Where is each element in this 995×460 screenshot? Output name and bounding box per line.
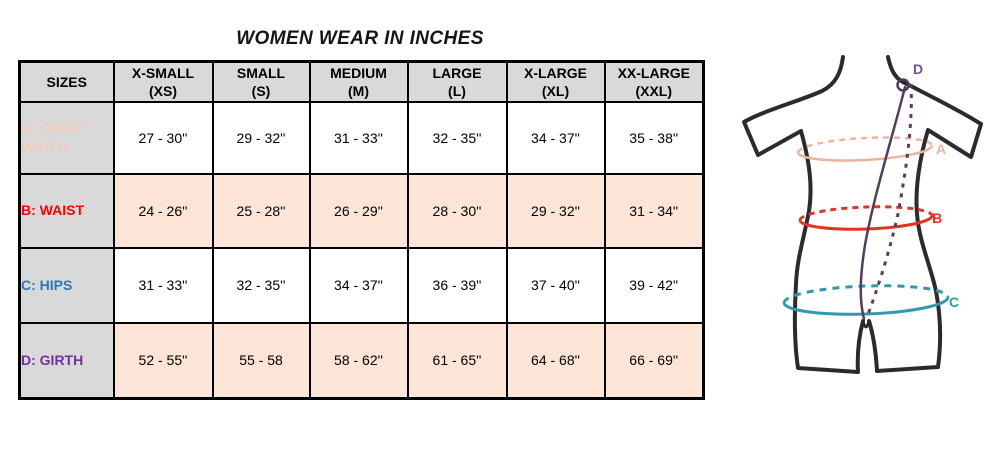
column-abbr: (M) — [348, 82, 369, 99]
cell-girth-xl: 64 - 68'' — [505, 321, 606, 400]
cell-girth-m: 58 - 62'' — [308, 321, 409, 400]
chest-ring — [796, 136, 934, 162]
girth-front-line — [859, 85, 907, 321]
column-header-small: SMALL (S) — [211, 60, 311, 103]
size-chart-table: SIZES X-SMALL (XS) SMALL (S) MEDIUM (M) … — [18, 60, 705, 400]
table-row-hips: C: HIPS 31 - 33'' 32 - 35'' 34 - 37'' 36… — [18, 246, 705, 324]
crotch-notch — [861, 319, 871, 329]
corner-header-sizes: SIZES — [18, 60, 115, 103]
cell-hips-s: 32 - 35'' — [211, 246, 311, 324]
cell-hips-xl: 37 - 40'' — [505, 246, 606, 324]
chest-ring-back — [796, 136, 934, 153]
row-label-hips: C: HIPS — [18, 246, 115, 324]
body-right-side — [867, 55, 983, 373]
cell-chest-l: 32 - 35'' — [406, 100, 508, 175]
header-row: SIZES X-SMALL (XS) SMALL (S) MEDIUM (M) … — [18, 60, 705, 103]
column-header-medium: MEDIUM (M) — [308, 60, 409, 103]
cell-girth-xs: 52 - 55'' — [112, 321, 214, 400]
column-abbr: (XXL) — [635, 82, 673, 99]
cell-chest-xs: 27 - 30'' — [112, 100, 214, 175]
cell-girth-xxl: 66 - 69'' — [603, 321, 705, 400]
cell-chest-xl: 34 - 37'' — [505, 100, 606, 175]
cell-hips-l: 36 - 39'' — [406, 246, 508, 324]
chest-ring-front — [796, 145, 934, 162]
cell-waist-s: 25 - 28'' — [211, 172, 311, 249]
ring-label-c: C — [949, 294, 959, 310]
girth-back-line — [865, 83, 913, 318]
waist-ring-back — [798, 205, 934, 221]
row-label-waist: B: WAIST — [18, 172, 115, 249]
column-abbr: (S) — [251, 82, 271, 99]
cell-waist-xl: 29 - 32'' — [505, 172, 606, 249]
hips-ring-back — [782, 284, 950, 304]
hips-ring-front — [782, 296, 950, 316]
cell-hips-m: 34 - 37'' — [308, 246, 409, 324]
body-left-side — [742, 55, 865, 374]
body-measurement-diagram: A B C D — [742, 55, 983, 374]
column-abbr: (L) — [448, 82, 466, 99]
column-name: X-LARGE — [524, 64, 587, 81]
column-header-x-large: X-LARGE (XL) — [505, 60, 606, 103]
column-name: SMALL — [236, 64, 286, 81]
waist-ring-front — [798, 215, 934, 231]
column-name: LARGE — [432, 64, 482, 81]
cell-waist-xxl: 31 - 34'' — [603, 172, 705, 249]
cell-girth-s: 55 - 58 — [211, 321, 311, 400]
cell-hips-xs: 31 - 33'' — [112, 246, 214, 324]
waist-ring — [798, 205, 934, 231]
column-header-x-small: X-SMALL (XS) — [112, 60, 214, 103]
cell-chest-s: 29 - 32'' — [211, 100, 311, 175]
ring-label-a: A — [936, 141, 946, 157]
table-row-girth: D: GIRTH 52 - 55'' 55 - 58 58 - 62'' 61 … — [18, 321, 705, 400]
girth-line — [859, 78, 913, 321]
ring-label-b: B — [932, 210, 942, 226]
column-header-xx-large: XX-LARGE (XXL) — [603, 60, 705, 103]
cell-chest-m: 31 - 33'' — [308, 100, 409, 175]
cell-waist-m: 26 - 29'' — [308, 172, 409, 249]
column-abbr: (XL) — [541, 82, 570, 99]
table-row-waist: B: WAIST 24 - 26'' 25 - 28'' 26 - 29'' 2… — [18, 172, 705, 249]
cell-waist-xs: 24 - 26'' — [112, 172, 214, 249]
cell-hips-xxl: 39 - 42'' — [603, 246, 705, 324]
table-row-chest-width: A: CHEST WIDTH 27 - 30'' 29 - 32'' 31 - … — [18, 100, 705, 175]
row-label-chest-width: A: CHEST WIDTH — [18, 100, 115, 175]
hips-ring — [782, 284, 950, 316]
row-label-girth: D: GIRTH — [18, 321, 115, 400]
column-name: XX-LARGE — [617, 64, 690, 81]
cell-waist-l: 28 - 30'' — [406, 172, 508, 249]
page-title: WOMEN WEAR IN INCHES — [236, 28, 484, 49]
body-outline — [742, 55, 983, 374]
column-abbr: (XS) — [149, 82, 177, 99]
column-name: MEDIUM — [330, 64, 387, 81]
ring-label-d: D — [913, 61, 923, 77]
cell-chest-xxl: 35 - 38'' — [603, 100, 705, 175]
column-name: X-SMALL — [131, 64, 195, 81]
cell-girth-l: 61 - 65'' — [406, 321, 508, 400]
column-header-large: LARGE (L) — [406, 60, 508, 103]
